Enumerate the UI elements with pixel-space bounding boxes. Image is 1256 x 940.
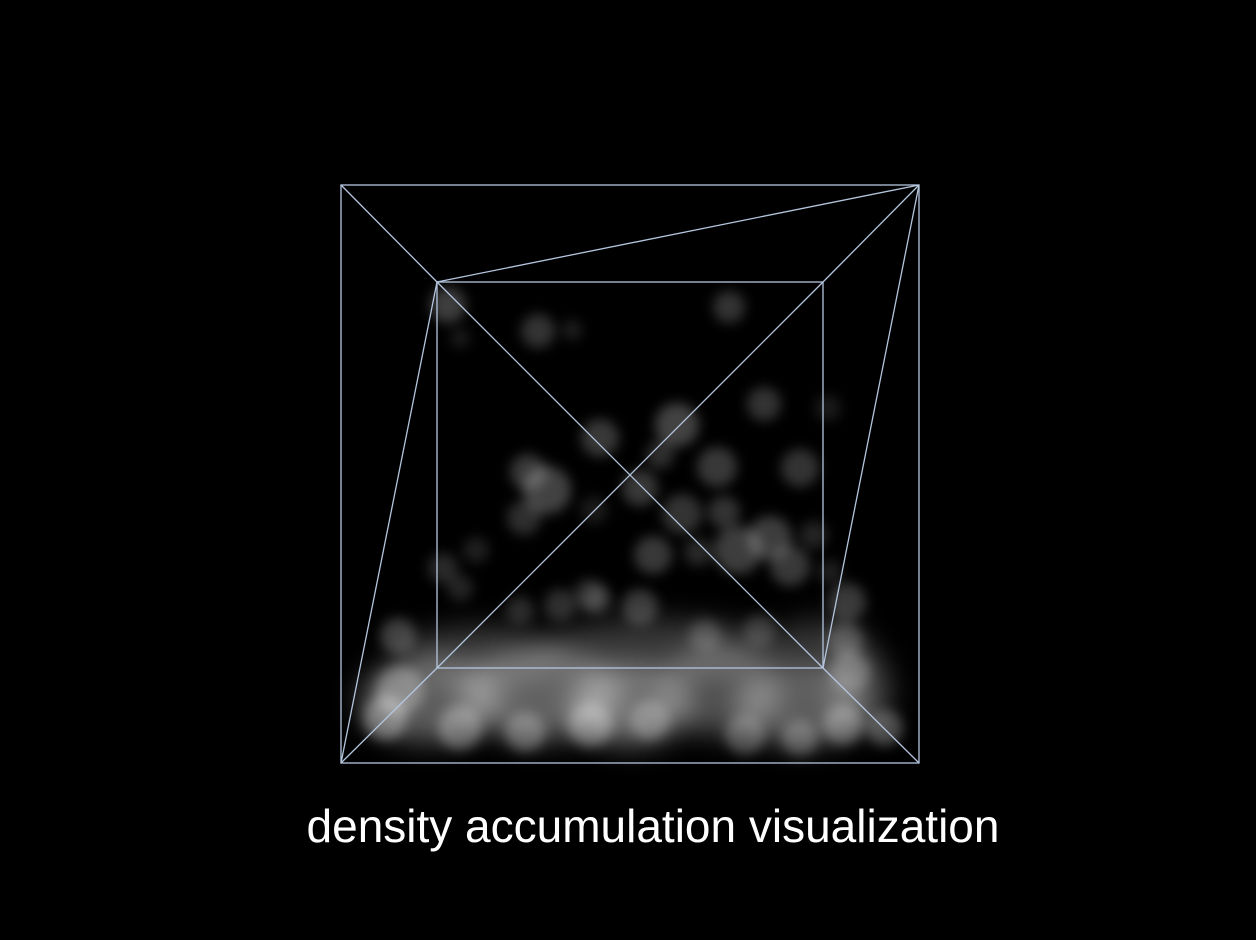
density-bed-blobs [363, 586, 903, 756]
edge-top-left [340, 184, 438, 283]
front-face [340, 184, 920, 764]
bounding-box-wireframe [340, 184, 920, 764]
diagonal-right [822, 184, 920, 669]
diagonal-left [340, 281, 438, 764]
edge-bottom-right [822, 667, 920, 764]
diagonal-back-b [436, 281, 824, 669]
diagonal-top [436, 184, 920, 283]
visualization-caption: density accumulation visualization [306, 800, 1000, 852]
density-particles [360, 287, 903, 756]
back-face [436, 281, 824, 669]
edge-top-right [822, 184, 920, 283]
edge-bottom-left [340, 667, 438, 764]
floating-particles [428, 287, 866, 625]
